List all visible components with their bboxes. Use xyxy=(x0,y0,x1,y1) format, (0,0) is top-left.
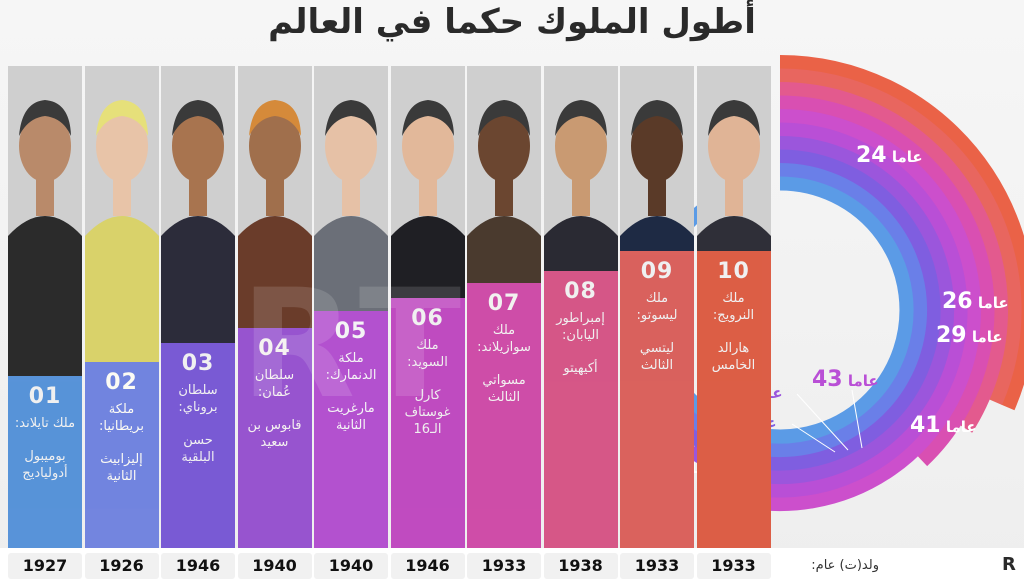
monarch-panel: 08 إمبراطور اليابان: أكيهيتو xyxy=(543,271,618,548)
monarch-name: هارالد الخامس xyxy=(711,341,756,373)
birth-year: 1946 xyxy=(161,553,235,579)
rank-number: 03 xyxy=(181,351,215,376)
monarch-panel: 09 ملك ليسوتو: ليتسي الثالث xyxy=(620,251,694,548)
rank-number: 07 xyxy=(487,291,521,316)
monarch-title: سلطان عُمان: xyxy=(254,368,295,400)
monarch-panel: 07 ملك سوازيلاند: مسواتي الثالث xyxy=(467,283,541,548)
reign-label: عاما 41 xyxy=(910,413,977,438)
reign-label: عاما 24 xyxy=(856,143,923,168)
monarch-column: 06 ملك السويد: كارل غوستاف الـ16 xyxy=(390,66,465,548)
rank-number: 08 xyxy=(564,279,597,304)
reign-value: 41 xyxy=(910,413,941,438)
monarch-column: 03 سلطان بروناي: حسن البلقية xyxy=(161,66,235,548)
reign-arc xyxy=(779,68,1022,405)
reign-value: 26 xyxy=(942,289,973,314)
reign-unit: عاما xyxy=(967,328,1003,346)
rank-number: 09 xyxy=(640,259,674,284)
monarch-title: سلطان بروناي: xyxy=(178,383,218,415)
monarch-column: 02 ملكة بريطانيا: إليزابيث الثانية xyxy=(84,66,159,548)
monarch-title: إمبراطور اليابان: xyxy=(556,311,605,343)
monarch-panel: 02 ملكة بريطانيا: إليزابيث الثانية xyxy=(84,362,159,548)
monarch-column: 01 ملك تايلاند: بوميبول أدولياديج xyxy=(8,66,82,548)
reign-arc xyxy=(779,95,995,467)
rank-number: 06 xyxy=(411,306,444,331)
monarch-column: 05 ملكة الدنمارك: مارغريت الثانية xyxy=(314,66,388,548)
monarch-name: بوميبول أدولياديج xyxy=(22,449,68,481)
monarch-name: قابوس بن سعيد xyxy=(247,418,302,450)
monarch-name: أكيهيتو xyxy=(563,361,598,376)
monarch-title: ملك ليسوتو: xyxy=(636,291,678,323)
monarch-panel: 06 ملك السويد: كارل غوستاف الـ16 xyxy=(390,298,465,548)
monarch-title: ملك النرويج: xyxy=(712,291,755,323)
monarch-title: ملكة بريطانيا: xyxy=(99,402,144,434)
birth-year: 1933 xyxy=(467,553,541,579)
rank-number: 10 xyxy=(717,259,750,284)
monarch-columns: 01 ملك تايلاند: بوميبول أدولياديج 02 ملكة بر… xyxy=(8,66,773,548)
monarch-panel: 05 ملكة الدنمارك: مارغريت الثانية xyxy=(314,311,388,548)
birth-year: 1927 xyxy=(8,553,82,579)
reign-unit: عاما xyxy=(887,148,923,166)
monarch-name: حسن البلقية xyxy=(181,433,215,465)
monarch-title: ملك سوازيلاند: xyxy=(477,323,531,355)
reign-value: 24 xyxy=(856,143,887,168)
born-label: ولد(ت) عام: xyxy=(811,558,879,573)
monarch-name: مسواتي الثالث xyxy=(482,373,526,405)
monarch-panel: 10 ملك النرويج: هارالد الخامس xyxy=(696,251,771,548)
monarch-name: إليزابيث الثانية xyxy=(100,452,143,484)
channel-logo: R xyxy=(1002,554,1016,575)
reign-label: عاما 26 xyxy=(942,289,1009,314)
page-title: أطول الملوك حكما في العالم xyxy=(268,2,756,42)
monarch-title: ملكة الدنمارك: xyxy=(325,351,377,383)
reign-arc xyxy=(779,54,1024,411)
reign-value: 43 xyxy=(812,367,843,392)
monarch-column: 04 سلطان عُمان: قابوس بن سعيد xyxy=(237,66,312,548)
birth-year: 1926 xyxy=(84,553,159,579)
reign-unit: عاما xyxy=(941,418,977,436)
rank-number: 01 xyxy=(28,384,62,409)
leader-line xyxy=(791,423,836,453)
reign-arc xyxy=(707,122,968,498)
leader-line xyxy=(851,389,863,449)
birth-year: 1933 xyxy=(620,553,694,579)
monarch-column: 07 ملك سوازيلاند: مسواتي الثالث xyxy=(467,66,541,548)
monarch-panel: 04 سلطان عُمان: قابوس بن سعيد xyxy=(237,328,312,548)
monarch-panel: 03 سلطان بروناي: حسن البلقية xyxy=(161,343,235,548)
birth-year: 1946 xyxy=(390,553,465,579)
monarch-column: 09 ملك ليسوتو: ليتسي الثالث xyxy=(620,66,694,548)
reign-label: عاما 29 xyxy=(936,323,1003,348)
monarch-name: ليتسي الثالث xyxy=(639,341,675,373)
birth-year: 1940 xyxy=(237,553,312,579)
reign-arc xyxy=(687,135,955,485)
monarch-name: مارغريت الثانية xyxy=(327,401,375,433)
birth-year: 1940 xyxy=(314,553,388,579)
monarch-column: 08 إمبراطور اليابان: أكيهيتو xyxy=(543,66,618,548)
reign-unit: عاما xyxy=(973,294,1009,312)
reign-arc xyxy=(733,108,981,512)
leader-line xyxy=(796,393,849,451)
birth-year: 1933 xyxy=(696,553,771,579)
birth-year: 1938 xyxy=(543,553,618,579)
reign-label: عاما 43 xyxy=(812,367,879,392)
reign-unit: عاما xyxy=(843,372,879,390)
monarch-title: ملك السويد: xyxy=(407,338,448,370)
rank-number: 04 xyxy=(258,336,291,361)
rank-number: 05 xyxy=(334,319,368,344)
monarch-title: ملك تايلاند: xyxy=(14,416,76,431)
monarch-column: 10 ملك النرويج: هارالد الخامس xyxy=(696,66,771,548)
rank-number: 02 xyxy=(105,370,138,395)
reign-arc xyxy=(779,81,1008,433)
reign-value: 29 xyxy=(936,323,967,348)
monarch-panel: 01 ملك تايلاند: بوميبول أدولياديج xyxy=(8,376,82,548)
monarch-name: كارل غوستاف الـ16 xyxy=(404,388,451,437)
